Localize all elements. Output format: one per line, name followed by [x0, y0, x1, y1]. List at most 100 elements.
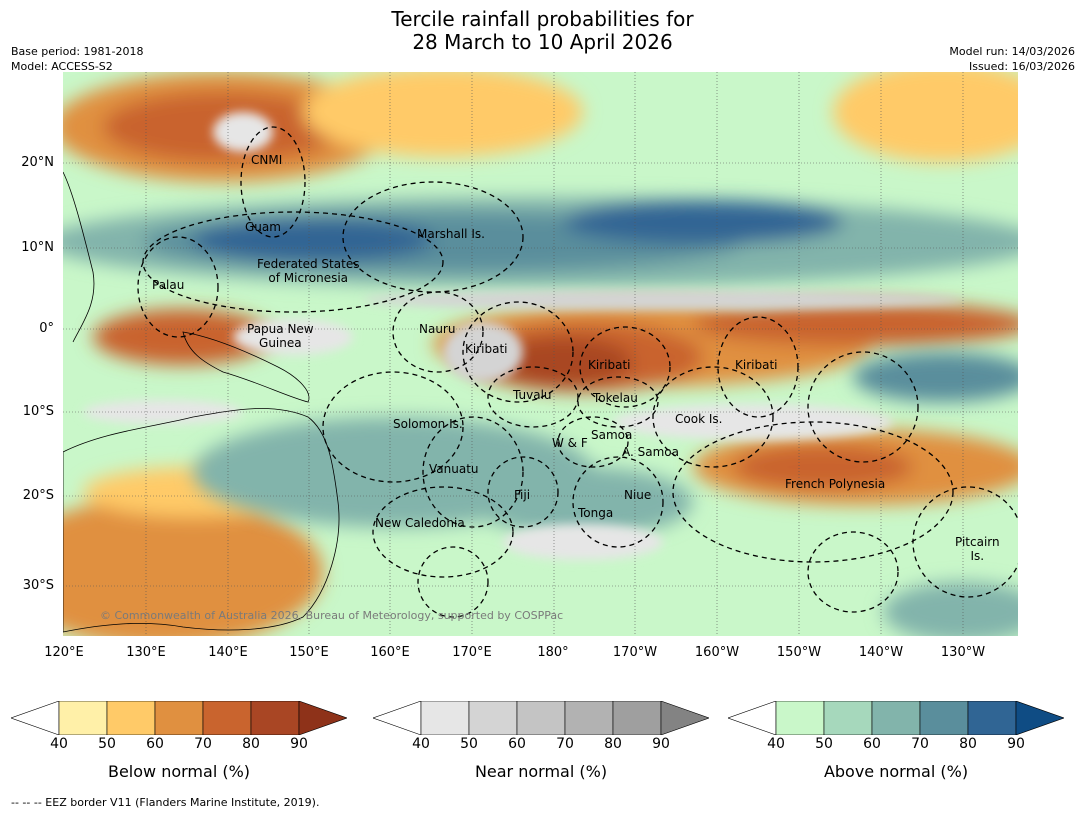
colorbar-tick: 90 — [652, 736, 670, 752]
colorbar-segment — [58, 701, 108, 735]
colorbar-tick: 40 — [50, 736, 68, 752]
label-kiribati-west: Kiribati — [465, 342, 508, 356]
colorbar-tick: 70 — [556, 736, 574, 752]
colorbar-segment — [202, 701, 252, 735]
colorbar-tick: 60 — [508, 736, 526, 752]
lon-tick: 170°E — [452, 645, 492, 660]
lon-tick: 170°W — [612, 645, 658, 660]
label-samoa: Samoa — [591, 428, 633, 442]
colorbar-tick: 90 — [290, 736, 308, 752]
label-french-polynesia: French Polynesia — [785, 477, 886, 491]
colorbar-segment — [775, 701, 825, 735]
colorbar-tick: 80 — [242, 736, 260, 752]
model-name: Model: ACCESS-S2 — [11, 60, 113, 73]
lon-tick: 140°W — [858, 645, 904, 660]
lon-tick: 130°E — [126, 645, 166, 660]
label-cook-islands: Cook Is. — [675, 412, 723, 426]
label-niue: Niue — [624, 488, 652, 502]
label-new-caledonia: New Caledonia — [375, 516, 465, 530]
lon-tick: 160°E — [370, 645, 410, 660]
colorbar-label-above: Above normal (%) — [823, 762, 969, 781]
map-title-line1: Tercile rainfall probabilities for — [391, 7, 694, 31]
colorbar-extend-high — [1015, 701, 1064, 735]
lon-tick: 140°E — [208, 645, 248, 660]
label-fiji: Fiji — [514, 488, 531, 502]
colorbar-above — [728, 701, 1064, 735]
lat-tick: 30°S — [22, 578, 54, 593]
label-kiribati-central: Kiribati — [588, 358, 631, 372]
label-cnmi: CNMI — [251, 153, 283, 167]
colorbar-segment — [823, 701, 873, 735]
label-guam: Guam — [245, 220, 281, 234]
label-png: Papua New Guinea — [247, 322, 314, 350]
colorbar-segment — [871, 701, 921, 735]
colorbar-tick: 40 — [767, 736, 785, 752]
colorbar-label-below: Below normal (%) — [107, 762, 251, 781]
map-title-line2: 28 March to 10 April 2026 — [412, 30, 673, 54]
colorbar-segment — [919, 701, 969, 735]
lon-tick: 160°W — [694, 645, 740, 660]
lat-tick: 20°N — [21, 155, 54, 170]
colorbar-tick: 70 — [911, 736, 929, 752]
probability-field-near — [83, 112, 963, 560]
label-tokelau: Tokelau — [593, 391, 638, 405]
label-marshall-islands: Marshall Is. — [417, 227, 485, 241]
graticule — [63, 72, 1018, 636]
colorbar-extend-high — [660, 701, 709, 735]
colorbar-segment — [420, 701, 470, 735]
colorbar-below — [11, 701, 347, 735]
label-solomon-islands: Solomon Is. — [393, 417, 463, 431]
lat-tick: 10°S — [22, 404, 54, 419]
model-run: Model run: 14/03/2026 — [949, 45, 1075, 58]
colorbar-tick: 80 — [604, 736, 622, 752]
colorbar-tick: 60 — [863, 736, 881, 752]
label-pitcairn: Pitcairn Is. — [955, 535, 1000, 563]
lat-tick: 0° — [39, 321, 54, 336]
map-field — [63, 72, 1018, 636]
colorbar-tick: 50 — [460, 736, 478, 752]
colorbar-tick: 40 — [412, 736, 430, 752]
colorbar-segment — [967, 701, 1017, 735]
colorbar-label-near: Near normal (%) — [474, 762, 608, 781]
label-vanuatu: Vanuatu — [429, 462, 479, 476]
colorbar-segment — [154, 701, 204, 735]
colorbar-segment — [516, 701, 566, 735]
colorbar-tick: 90 — [1007, 736, 1025, 752]
colorbar-extend-high — [298, 701, 347, 735]
label-wallis-futuna: W & F — [552, 436, 588, 450]
colorbar-extend-low — [11, 701, 60, 735]
colorbar-near — [373, 701, 709, 735]
lon-tick: 150°E — [289, 645, 329, 660]
colorbar-tick: 80 — [959, 736, 977, 752]
lon-tick: 120°E — [44, 645, 84, 660]
colorbar-tick: 70 — [194, 736, 212, 752]
colorbar-segment — [564, 701, 614, 735]
eez-borders — [137, 126, 1018, 618]
issued-date: Issued: 16/03/2026 — [968, 60, 1075, 73]
lat-tick: 10°N — [21, 240, 54, 255]
colorbar-segment — [468, 701, 518, 735]
label-palau: Palau — [152, 278, 185, 292]
credit-text: © Commonwealth of Australia 2026, Bureau… — [100, 609, 564, 622]
lon-tick: 130°W — [940, 645, 986, 660]
colorbar-segment — [612, 701, 662, 735]
label-nauru: Nauru — [419, 322, 456, 336]
probability-field-below — [63, 72, 1018, 636]
colorbar-extend-low — [373, 701, 422, 735]
label-tonga: Tonga — [578, 506, 614, 520]
base-period: Base period: 1981-2018 — [11, 45, 144, 58]
label-micronesia: Federated States of Micronesia — [257, 257, 360, 285]
colorbar-tick: 50 — [98, 736, 116, 752]
colorbar-tick: 60 — [146, 736, 164, 752]
land-masses — [63, 171, 340, 633]
colorbar-tick: 50 — [815, 736, 833, 752]
colorbar-segment — [106, 701, 156, 735]
colorbar-segment — [250, 701, 300, 735]
label-american-samoa: A. Samoa — [622, 445, 679, 459]
lat-tick: 20°S — [22, 488, 54, 503]
label-kiribati-east: Kiribati — [735, 358, 778, 372]
lon-tick: 150°W — [776, 645, 822, 660]
label-tuvalu: Tuvalu — [513, 388, 552, 402]
probability-field-above — [63, 197, 1018, 636]
colorbar-extend-low — [728, 701, 777, 735]
